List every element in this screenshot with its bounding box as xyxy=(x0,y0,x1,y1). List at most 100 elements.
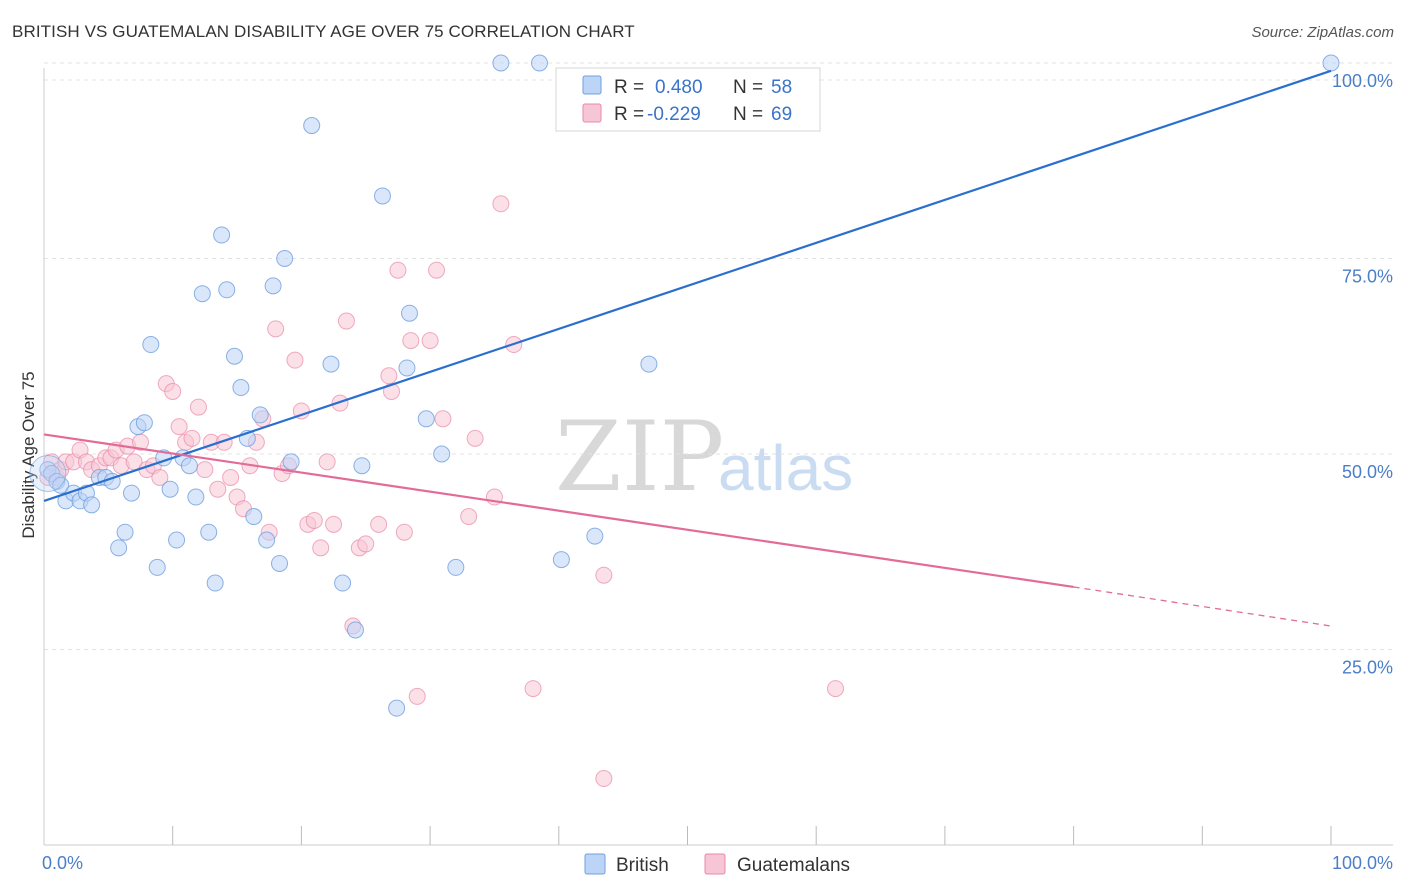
x-tick-labels: 0.0% 100.0% xyxy=(42,853,1393,873)
british-points xyxy=(29,54,1340,717)
british-trend-line xyxy=(43,69,1332,502)
guatemalan-point-46 xyxy=(325,515,343,533)
british-point-13 xyxy=(116,523,134,541)
guatemalan-point-70 xyxy=(827,680,845,698)
guatemalan-trend-line xyxy=(43,433,1074,589)
guatemalan-point-62 xyxy=(460,508,478,526)
british-point-20 xyxy=(161,480,179,498)
watermark-atlas: atlas xyxy=(718,432,853,504)
guatemalan-point-52 xyxy=(370,515,388,533)
british-point-54 xyxy=(552,551,570,569)
british-point-14 xyxy=(123,484,141,502)
british-point-41 xyxy=(322,355,340,373)
british-point-38 xyxy=(276,250,294,267)
axes xyxy=(43,68,1393,846)
bottom-legend: British Guatemalans xyxy=(584,853,850,876)
guatemalan-point-24 xyxy=(183,429,201,447)
guatemalan-point-68 xyxy=(595,770,613,788)
british-point-18 xyxy=(148,558,166,576)
british-point-21 xyxy=(168,531,186,549)
stats-n-value-guatemalan: 69 xyxy=(771,104,792,125)
british-point-37 xyxy=(271,554,289,572)
british-point-42 xyxy=(334,574,352,592)
british-point-57 xyxy=(1322,54,1340,72)
guatemalan-point-25 xyxy=(189,398,207,416)
guatemalan-point-19 xyxy=(151,468,169,486)
guatemalan-point-55 xyxy=(389,261,407,279)
british-point-46 xyxy=(388,699,406,717)
y-axis-label: Disability Age Over 75 xyxy=(19,371,38,538)
british-point-44 xyxy=(353,457,371,475)
british-point-51 xyxy=(447,558,465,576)
stats-legend: R = 0.480 N = 58 R = -0.229 N = 69 xyxy=(555,67,821,132)
guatemalan-trend-line-extended xyxy=(1073,586,1332,627)
chart-source: Source: ZipAtlas.com xyxy=(1251,24,1394,41)
stats-r-value-british: 0.480 xyxy=(655,77,703,98)
british-point-56 xyxy=(640,355,658,373)
stats-r-label-guatemalan: R = xyxy=(614,104,644,125)
guatemalan-point-53 xyxy=(380,367,398,385)
guatemalan-point-57 xyxy=(402,332,420,350)
british-point-34 xyxy=(251,406,269,424)
legend-swatch-british[interactable] xyxy=(584,853,606,875)
watermark: ZIP atlas xyxy=(555,401,853,513)
guatemalan-point-40 xyxy=(286,351,304,369)
stats-r-value-guatemalan: -0.229 xyxy=(647,104,701,125)
guatemalan-point-65 xyxy=(492,195,510,213)
guatemalan-point-45 xyxy=(318,453,336,471)
british-point-35 xyxy=(258,531,276,549)
british-point-48 xyxy=(401,304,419,322)
guatemalan-point-58 xyxy=(408,687,426,705)
stats-n-label-guatemalan: N = xyxy=(733,104,763,125)
legend-label-british[interactable]: British xyxy=(616,855,669,876)
british-point-50 xyxy=(433,445,451,463)
x-tick-label-0: 0.0% xyxy=(42,853,83,873)
british-point-24 xyxy=(187,488,205,506)
british-point-28 xyxy=(213,226,231,244)
british-point-40 xyxy=(303,117,321,135)
legend-label-guatemalan[interactable]: Guatemalans xyxy=(737,855,850,876)
guatemalan-point-47 xyxy=(331,394,349,412)
british-point-53 xyxy=(530,54,548,72)
british-point-52 xyxy=(492,54,510,72)
legend-swatch-guatemalan[interactable] xyxy=(704,853,726,875)
chart-title: BRITISH VS GUATEMALAN DISABILITY AGE OVE… xyxy=(12,22,635,41)
guatemalan-point-48 xyxy=(337,312,355,330)
british-point-33 xyxy=(245,508,263,526)
stats-legend-swatch-british xyxy=(582,75,602,95)
trend-lines xyxy=(43,69,1332,627)
stats-legend-swatch-guatemalan xyxy=(582,103,602,123)
british-point-29 xyxy=(218,281,236,299)
guatemalan-point-26 xyxy=(196,461,214,479)
guatemalan-point-43 xyxy=(305,511,323,529)
guatemalan-point-59 xyxy=(421,332,439,350)
british-point-16 xyxy=(135,414,153,432)
british-point-cluster xyxy=(29,455,67,493)
y-tick-labels: 25.0% 50.0% 75.0% 100.0% xyxy=(1332,71,1393,678)
guatemalan-point-21 xyxy=(164,382,182,400)
y-tick-label-2: 75.0% xyxy=(1342,267,1393,287)
guatemalan-point-63 xyxy=(466,429,484,447)
guatemalan-point-69 xyxy=(595,566,613,584)
guatemalan-point-67 xyxy=(524,680,542,698)
british-point-55 xyxy=(586,527,604,545)
british-point-30 xyxy=(225,347,243,365)
guatemalan-point-54 xyxy=(382,382,400,400)
british-point-31 xyxy=(232,379,250,397)
stats-r-label-british: R = xyxy=(614,77,644,98)
guatemalan-point-37 xyxy=(267,320,285,338)
guatemalan-point-28 xyxy=(209,480,227,498)
british-point-12 xyxy=(110,539,128,557)
x-tick-label-1: 100.0% xyxy=(1332,853,1393,873)
british-point-43 xyxy=(346,621,364,639)
british-point-45 xyxy=(373,187,391,205)
british-point-27 xyxy=(206,574,224,592)
guatemalan-point-61 xyxy=(434,410,452,428)
grid-lines xyxy=(44,62,1393,650)
british-point-25 xyxy=(193,285,211,303)
british-point-36 xyxy=(264,277,282,295)
stats-n-value-british: 58 xyxy=(771,77,792,98)
guatemalan-point-51 xyxy=(357,535,375,553)
guatemalan-point-56 xyxy=(395,523,413,541)
british-point-17 xyxy=(142,336,160,354)
